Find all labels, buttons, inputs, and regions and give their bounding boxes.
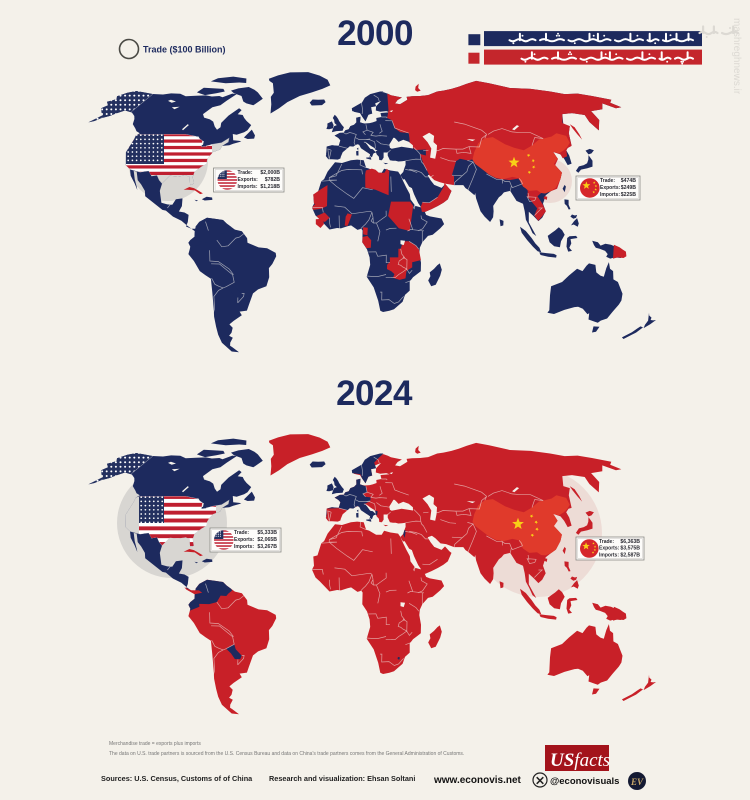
svg-text:Imports:: Imports: bbox=[238, 184, 258, 190]
svg-text:2024: 2024 bbox=[336, 374, 413, 413]
svg-text:Merchandise trade = exports pl: Merchandise trade = exports plus imports bbox=[109, 741, 201, 747]
svg-text:Imports:: Imports: bbox=[600, 192, 620, 198]
svg-text:$782B: $782B bbox=[265, 177, 281, 183]
svg-text:$2,000B: $2,000B bbox=[260, 170, 280, 176]
svg-text:@econovisuals: @econovisuals bbox=[550, 776, 619, 787]
svg-text:$2,587B: $2,587B bbox=[620, 552, 640, 558]
svg-text:Trade:: Trade: bbox=[600, 178, 615, 184]
svg-text:Trade ($100 Billion): Trade ($100 Billion) bbox=[143, 45, 226, 55]
svg-text:mashreghnews.ir: mashreghnews.ir bbox=[731, 18, 742, 95]
svg-text:www.econovis.net: www.econovis.net bbox=[433, 775, 522, 786]
svg-text:USfacts: USfacts bbox=[550, 750, 610, 771]
svg-text:$3,575B: $3,575B bbox=[620, 546, 640, 552]
svg-text:Trade:: Trade: bbox=[238, 170, 253, 176]
svg-text:Exports:: Exports: bbox=[600, 185, 621, 191]
svg-text:Trade:: Trade: bbox=[599, 539, 614, 545]
svg-text:Imports:: Imports: bbox=[599, 552, 619, 558]
svg-text:Exports:: Exports: bbox=[599, 546, 620, 552]
svg-text:Imports:: Imports: bbox=[234, 544, 254, 550]
svg-text:$249B: $249B bbox=[621, 185, 637, 191]
svg-text:$2,065B: $2,065B bbox=[257, 537, 277, 543]
svg-text:Exports:: Exports: bbox=[234, 537, 255, 543]
svg-text:$5,333B: $5,333B bbox=[257, 530, 277, 536]
svg-text:$225B: $225B bbox=[621, 192, 637, 198]
svg-text:$474B: $474B bbox=[621, 178, 637, 184]
svg-text:Research and visualization: Eh: Research and visualization: Ehsan Soltan… bbox=[269, 774, 415, 783]
svg-text:The data on U.S. trade partner: The data on U.S. trade partners is sourc… bbox=[109, 751, 464, 757]
svg-text:$3,267B: $3,267B bbox=[257, 544, 277, 550]
svg-text:$1,218B: $1,218B bbox=[260, 184, 280, 190]
svg-text:$6,363B: $6,363B bbox=[620, 539, 640, 545]
svg-text:2000: 2000 bbox=[337, 14, 413, 53]
svg-text:Trade:: Trade: bbox=[234, 530, 249, 536]
svg-text:Sources: U.S. Census, Customs: Sources: U.S. Census, Customs of of Chin… bbox=[101, 774, 253, 783]
svg-text:EV: EV bbox=[630, 777, 644, 787]
svg-text:Exports:: Exports: bbox=[238, 177, 259, 183]
